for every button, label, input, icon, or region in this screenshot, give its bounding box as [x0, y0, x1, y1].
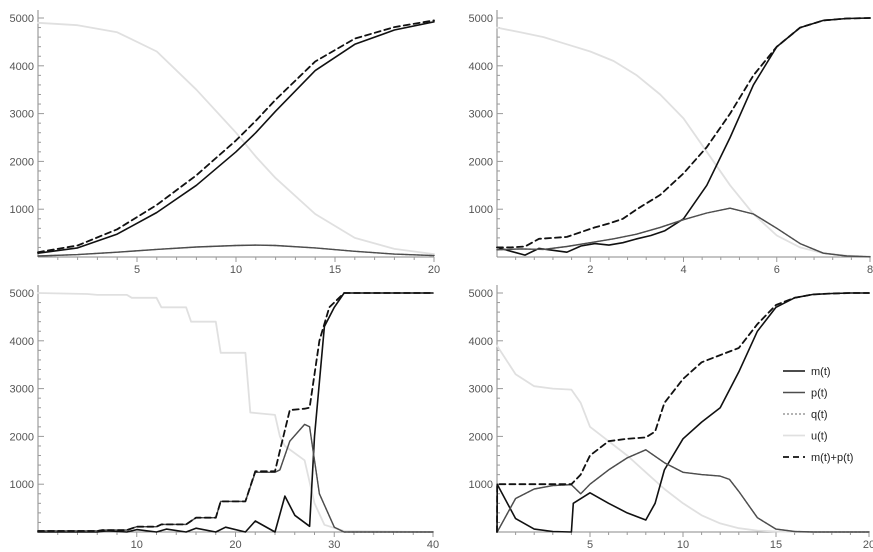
x-tick-label: 15: [329, 264, 341, 276]
y-tick-label: 3000: [469, 384, 493, 396]
y-tick-label: 5000: [469, 288, 493, 300]
x-tick-label: 5: [587, 539, 593, 551]
y-tick-label: 1000: [10, 204, 34, 216]
legend-label: p(t): [811, 388, 828, 400]
x-tick-label: 40: [427, 539, 439, 551]
x-tick-label: 4: [680, 264, 686, 276]
y-tick-label: 3000: [469, 109, 493, 121]
x-tick-label: 30: [328, 539, 340, 551]
x-tick-label: 10: [677, 539, 689, 551]
series-line-u: [496, 26, 871, 258]
x-tick-label: 15: [770, 539, 782, 551]
legend-label: m(t)+p(t): [811, 452, 853, 464]
legend-label: m(t): [811, 366, 831, 378]
legend-label: u(t): [811, 431, 828, 443]
x-tick-label: 20: [229, 539, 241, 551]
series-line-mp: [37, 19, 435, 254]
legend: m(t) p(t) q(t) u(t) m(t)+p(t): [783, 366, 853, 464]
legend-item-p: p(t): [783, 388, 828, 400]
x-tick-label: 6: [774, 264, 780, 276]
x-tick-label: 10: [230, 264, 242, 276]
chart-panel-2: 1000 2000 3000 4000 5000 2 4 6 8: [469, 10, 873, 276]
y-tick-label: 1000: [469, 204, 493, 216]
y-tick-label: 2000: [10, 156, 34, 168]
series-line-mp: [496, 17, 871, 249]
chart-panel-4: 1000 2000 3000 4000 5000 5 10 15 20: [469, 285, 873, 551]
legend-item-u: u(t): [783, 431, 828, 443]
y-tick-label: 2000: [10, 431, 34, 443]
legend-label: q(t): [811, 409, 828, 421]
y-tick-label: 3000: [10, 384, 34, 396]
y-tick-label: 5000: [10, 13, 34, 25]
series-line-u: [37, 292, 434, 533]
series-line-m: [37, 20, 435, 254]
x-tick-label: 8: [867, 264, 873, 276]
y-tick-label: 4000: [469, 61, 493, 73]
y-tick-label: 5000: [469, 13, 493, 25]
legend-item-m: m(t): [783, 366, 831, 378]
x-tick-label: 2: [587, 264, 593, 276]
y-tick-label: 1000: [10, 479, 34, 491]
x-tick-label: 20: [428, 264, 440, 276]
chart-panel-1: 1000 2000 3000 4000 5000 5 10 15 20: [10, 10, 440, 276]
y-tick-label: 1000: [469, 479, 493, 491]
y-tick-label: 4000: [469, 336, 493, 348]
legend-item-q: q(t): [783, 409, 828, 421]
x-tick-label: 10: [131, 539, 143, 551]
y-tick-label: 5000: [10, 288, 34, 300]
x-tick-label: 5: [134, 264, 140, 276]
chart-panel-3: 1000 2000 3000 4000 5000 10 20 30 40: [10, 285, 439, 551]
series-line-mp: [496, 292, 870, 533]
y-tick-label: 3000: [10, 109, 34, 121]
series-line-p: [37, 423, 434, 533]
series-line-q: [37, 244, 435, 257]
series-line-p: [496, 207, 871, 258]
series-line-q: [37, 423, 434, 533]
y-tick-label: 2000: [469, 156, 493, 168]
y-tick-label: 4000: [10, 61, 34, 73]
x-tick-label: 20: [863, 539, 873, 551]
series-line-p: [496, 449, 870, 533]
y-tick-label: 4000: [10, 336, 34, 348]
series-line-mp: [37, 292, 434, 532]
series-line-u: [37, 21, 435, 256]
series-line-u: [496, 344, 870, 533]
legend-item-mp: m(t)+p(t): [783, 452, 853, 464]
series-line-m: [37, 292, 434, 533]
y-tick-label: 2000: [469, 431, 493, 443]
series-line-p: [37, 244, 435, 257]
